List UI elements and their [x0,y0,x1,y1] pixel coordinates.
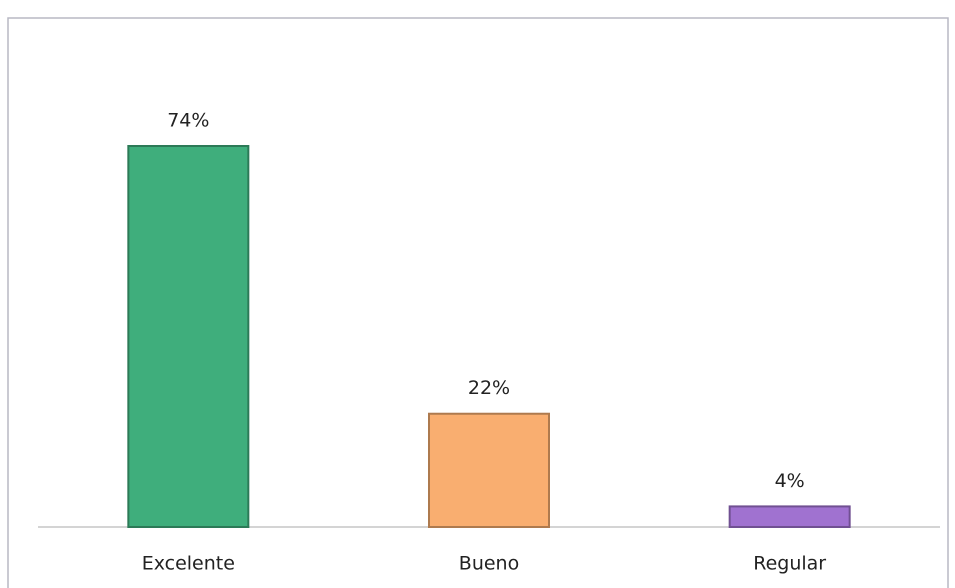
x-tick-label: Regular [753,553,826,575]
chart-frame [7,17,949,588]
x-tick-label: Bueno [459,553,519,575]
bar [428,412,550,529]
value-label: 74% [167,110,209,132]
x-tick-label: Excelente [142,553,235,575]
bar [127,145,250,528]
value-label: 4% [775,470,805,492]
bar [728,505,851,528]
value-label: 22% [468,377,510,399]
